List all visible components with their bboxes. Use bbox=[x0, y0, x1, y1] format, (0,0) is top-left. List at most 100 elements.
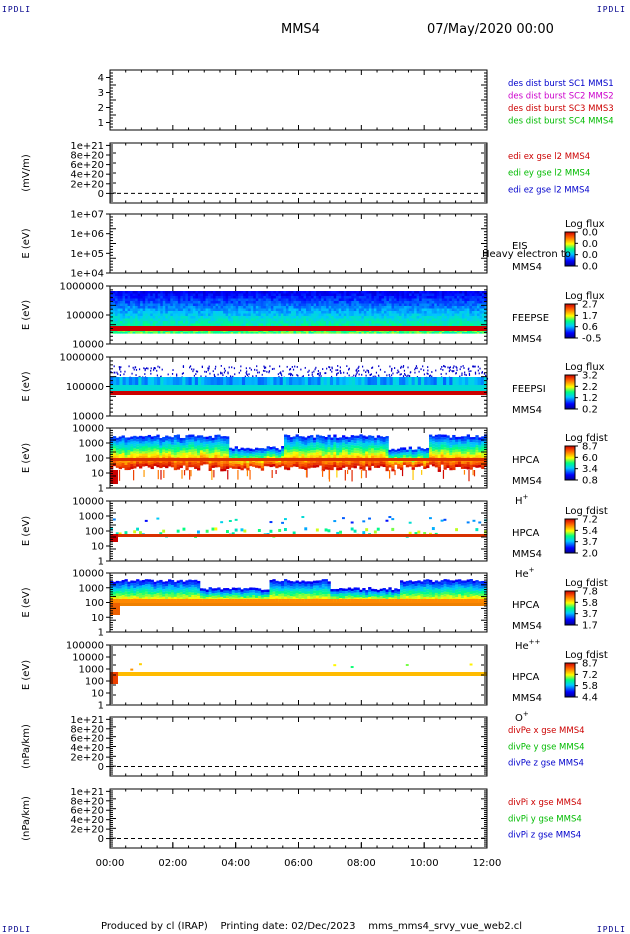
panel-8-instrument-label: MMS4 bbox=[512, 621, 542, 632]
panel-6-ytick-label: 1 bbox=[98, 484, 104, 495]
panel-5-instrument-label: FEEPSI bbox=[512, 384, 546, 395]
panel-7-colorbar-tick-label: 5.4 bbox=[582, 526, 598, 537]
panel-3-frame bbox=[109, 213, 488, 274]
panel-7-frame bbox=[109, 500, 488, 562]
panel-7-spectrogram bbox=[110, 516, 487, 542]
panel-5-colorbar-title: Log flux bbox=[565, 362, 605, 373]
footer-produced: Produced by cl (IRAP) bbox=[101, 921, 208, 932]
panel-9-ytick-label: 100 bbox=[85, 677, 104, 688]
panel-8-ytick-label: 10000 bbox=[72, 569, 104, 580]
panel-6-colorbar-tick-label: 6.0 bbox=[582, 453, 598, 464]
panel-10-ytick-label: 0 bbox=[98, 762, 104, 773]
panel-11-legend-entry: divPi y gse MMS4 bbox=[508, 814, 582, 824]
panel-8-colorbar-tick-label: 5.8 bbox=[582, 598, 598, 609]
panel-4-colorbar-tick-label: 2.7 bbox=[582, 300, 598, 311]
panel-3-colorbar-tick-label: 0.0 bbox=[582, 262, 598, 273]
panel-11-legend-entry: divPi x gse MMS4 bbox=[508, 798, 582, 808]
panel-11-ytick-label: 2e+20 bbox=[70, 825, 104, 836]
panel-4-colorbar-tick-label: 1.7 bbox=[582, 311, 598, 322]
panel-7-ytick-label: 1 bbox=[98, 557, 104, 568]
panel-5-ytick-label: 10000 bbox=[72, 412, 104, 423]
panel-6-species-label: H+ bbox=[515, 493, 529, 507]
panel-11-ylabel: (nPa/km) bbox=[21, 796, 32, 841]
panel-11-ytick-label: 1e+21 bbox=[70, 787, 104, 798]
panel-6-instrument-label: MMS4 bbox=[512, 476, 542, 487]
panel-11-frame bbox=[109, 788, 488, 849]
panel-9-colorbar-tick-label: 8.7 bbox=[582, 659, 598, 670]
panel-1-ytick-label: 4 bbox=[98, 73, 104, 84]
panel-3-colorbar-tick-label: 0.0 bbox=[582, 250, 598, 261]
panel-6-colorbar-tick-label: 3.4 bbox=[582, 464, 598, 475]
panel-4-instrument-label: FEEPSE bbox=[512, 313, 549, 324]
panel-7-ytick-label: 100 bbox=[85, 527, 104, 538]
panel-1-legend-entry: des dist burst SC2 MMS2 bbox=[508, 92, 614, 102]
panel-10-ytick-label: 2e+20 bbox=[70, 753, 104, 764]
panel-11-legend-entry: divPi z gse MMS4 bbox=[508, 831, 581, 841]
panel-3-instrument-label: MMS4 bbox=[512, 262, 542, 273]
panel-3-ytick-label: 1e+04 bbox=[70, 269, 104, 280]
panel-9-ytick-label: 10 bbox=[91, 689, 104, 700]
panel-5-colorbar-tick-label: 2.2 bbox=[582, 382, 598, 393]
panel-2-legend-entry: edi ex gse l2 MMS4 bbox=[508, 152, 590, 162]
panel-9-instrument-label: MMS4 bbox=[512, 693, 542, 704]
panel-11-ytick-label: 8e+20 bbox=[70, 796, 104, 807]
panel-7-ylabel: E (eV) bbox=[21, 516, 32, 546]
panel-4-ytick-label: 10000 bbox=[72, 340, 104, 351]
corner-label-top-right: IPDLI bbox=[596, 5, 626, 14]
panel-2-ytick-label: 2e+20 bbox=[70, 179, 104, 190]
panel-9-ytick-label: 100000 bbox=[66, 641, 104, 652]
date-title: 07/May/2020 00:00 bbox=[427, 22, 554, 37]
panel-8-colorbar-title: Log fdist bbox=[565, 578, 608, 589]
panel-6-colorbar-tick-label: 0.8 bbox=[582, 476, 598, 487]
panel-1-ytick-label: 1 bbox=[98, 118, 104, 129]
panel-3-ytick-label: 1e+05 bbox=[70, 249, 104, 260]
footer-printing-date: Printing date: 02/Dec/2023 bbox=[220, 921, 356, 932]
corner-label-bottom-left: IPDLI bbox=[2, 925, 32, 934]
panel-1-legend-entry: des dist burst SC1 MMS1 bbox=[508, 79, 614, 89]
panel-5-ytick-label: 1000000 bbox=[59, 353, 104, 364]
panel-3-ytick-label: 1e+07 bbox=[70, 210, 104, 221]
panel-5-colorbar-tick-label: 0.2 bbox=[582, 405, 598, 416]
panel-6-ytick-label: 10 bbox=[91, 469, 104, 480]
panel-4-ylabel: E (eV) bbox=[21, 300, 32, 330]
panel-9-spectrogram bbox=[110, 663, 487, 684]
panel-10-legend-entry: divPe z gse MMS4 bbox=[508, 759, 584, 769]
panel-10-ytick-label: 4e+20 bbox=[70, 743, 104, 754]
panel-5-instrument-label: MMS4 bbox=[512, 405, 542, 416]
panel-2-ytick-label: 8e+20 bbox=[70, 151, 104, 162]
panel-8-species-label: He++ bbox=[515, 638, 541, 652]
panel-1-ytick-label: 3 bbox=[98, 88, 104, 99]
mission-title: MMS4 bbox=[281, 22, 320, 37]
panel-9-colorbar bbox=[564, 662, 576, 698]
panel-10-ytick-label: 8e+20 bbox=[70, 724, 104, 735]
panel-2-legend-entry: edi ez gse l2 MMS4 bbox=[508, 185, 590, 195]
panel-7-ytick-label: 10000 bbox=[72, 497, 104, 508]
panel-9-instrument-label: HPCA bbox=[512, 672, 540, 683]
panel-8-spectrogram bbox=[110, 579, 488, 615]
panel-4-ytick-label: 100000 bbox=[66, 311, 104, 322]
panel-9-colorbar-title: Log fdist bbox=[565, 650, 608, 661]
panel-9-ytick-label: 1000 bbox=[79, 665, 104, 676]
x-tick-label: 06:00 bbox=[284, 858, 313, 869]
panel-2-frame bbox=[109, 142, 488, 204]
panel-7-colorbar-tick-label: 7.2 bbox=[582, 515, 598, 526]
panel-6-instrument-label: HPCA bbox=[512, 455, 540, 466]
x-tick-label: 00:00 bbox=[96, 858, 125, 869]
panel-3-overlay-label: Heavy electron to bbox=[482, 249, 571, 260]
panel-8-colorbar-tick-label: 3.7 bbox=[582, 609, 598, 620]
panel-4-instrument-label: MMS4 bbox=[512, 334, 542, 345]
panel-4-spectrogram bbox=[110, 291, 488, 334]
panel-2-legend-entry: edi ey gse l2 MMS4 bbox=[508, 169, 590, 179]
panel-4-colorbar-title: Log flux bbox=[565, 291, 605, 302]
footer: Produced by cl (IRAP) Printing date: 02/… bbox=[101, 921, 522, 932]
panel-7-colorbar-title: Log fdist bbox=[565, 506, 608, 517]
panel-9-colorbar-tick-label: 7.2 bbox=[582, 670, 598, 681]
panel-8-colorbar bbox=[564, 590, 576, 626]
x-tick-label: 10:00 bbox=[410, 858, 439, 869]
panel-5-colorbar-tick-label: 1.2 bbox=[582, 393, 598, 404]
panel-7-colorbar-tick-label: 2.0 bbox=[582, 549, 598, 560]
panel-2-ylabel: (mV/m) bbox=[21, 154, 32, 192]
panel-1-ytick-label: 2 bbox=[98, 103, 104, 114]
panel-7-instrument-label: MMS4 bbox=[512, 549, 542, 560]
